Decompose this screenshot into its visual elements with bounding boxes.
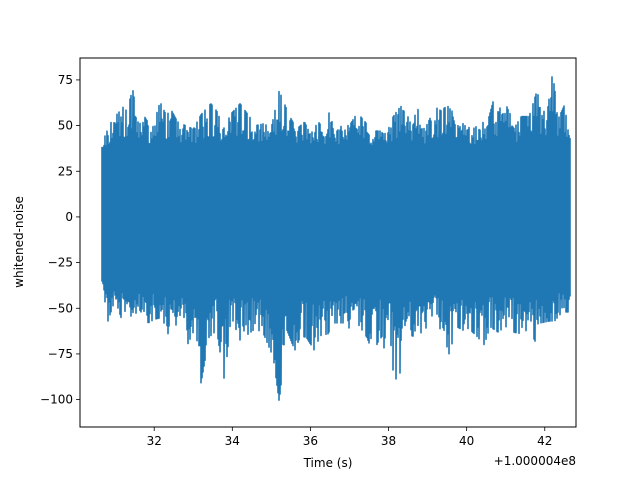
plot-area — [101, 76, 571, 401]
y-tick-label: −100 — [40, 393, 73, 407]
y-tick-label: 50 — [58, 119, 73, 133]
y-tick-label: 25 — [58, 164, 73, 178]
series-line-0 — [101, 76, 571, 401]
x-tick-label: 32 — [147, 434, 162, 448]
y-tick-label: −50 — [48, 301, 73, 315]
y-tick-label: −25 — [48, 256, 73, 270]
x-tick-label: 40 — [459, 434, 474, 448]
y-tick-label: −75 — [48, 347, 73, 361]
y-axis: 75 50 25 0 −25 −50 −75 −100 — [40, 73, 80, 407]
y-tick-label: 75 — [58, 73, 73, 87]
x-tick-label: 38 — [381, 434, 396, 448]
x-offset-label: +1.000004e8 — [494, 454, 576, 468]
y-axis-label: whitened-noise — [12, 196, 26, 288]
x-axis: 32 34 36 38 40 42 — [147, 427, 552, 448]
y-tick-label: 0 — [65, 210, 73, 224]
axes-frame — [79, 57, 577, 428]
x-tick-label: 36 — [303, 434, 318, 448]
x-axis-label: Time (s) — [303, 456, 353, 470]
x-tick-label: 42 — [537, 434, 552, 448]
x-tick-label: 34 — [225, 434, 240, 448]
